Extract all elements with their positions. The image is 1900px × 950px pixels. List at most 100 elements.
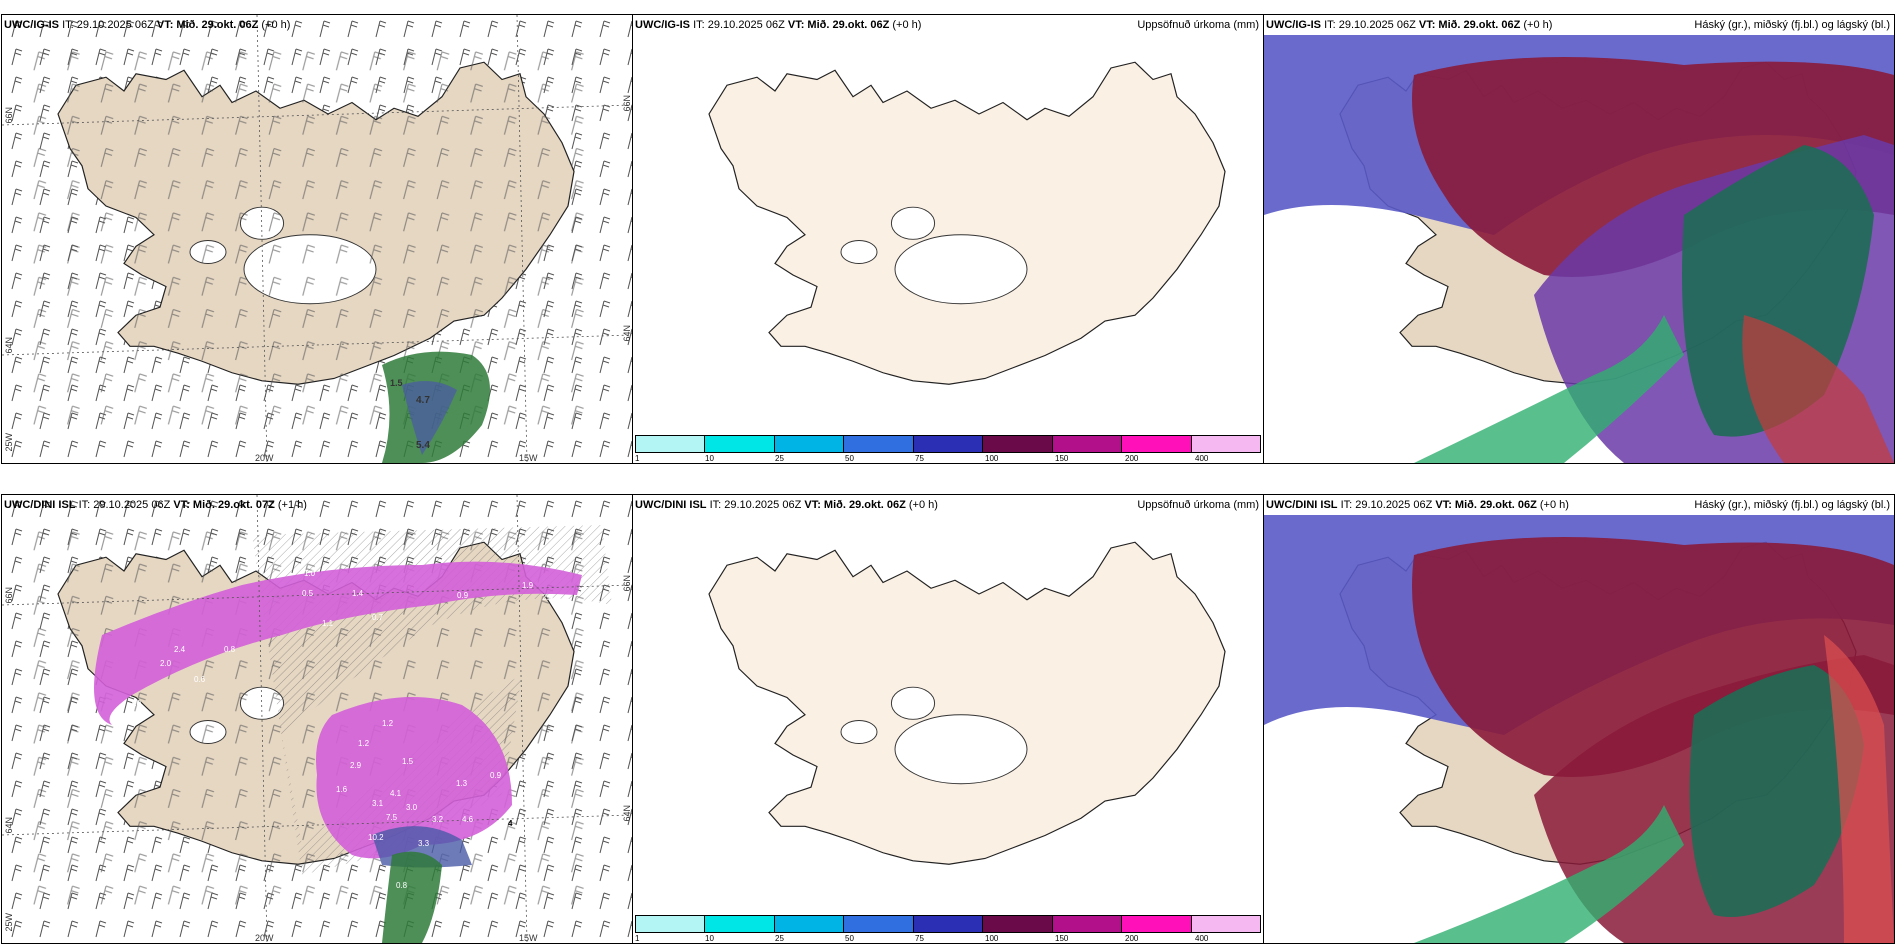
colorbar-tick: 400 (1195, 934, 1209, 943)
map-panel-bottom-middle: UWC/DINI ISL IT: 29.10.2025 06Z VT: Mið.… (632, 494, 1264, 944)
precip-value-label: 0.8 (396, 881, 408, 890)
lat-label-64n-right: 64N (622, 325, 632, 342)
colorbar-swatch (1052, 916, 1123, 932)
precip-value-label: 1.2 (382, 719, 394, 728)
precip-value-label: 0.9 (490, 771, 502, 780)
colorbar-swatch (983, 436, 1053, 452)
colorbar-tick: 50 (845, 934, 854, 943)
map-panel-top-right: UWC/IG-IS IT: 29.10.2025 06Z VT: Mið. 29… (1263, 14, 1895, 464)
colorbar-swatch (774, 436, 845, 452)
colorbar (635, 915, 1261, 933)
lat-label-66n-right: 66N (622, 575, 632, 592)
colorbar-swatch (844, 916, 914, 932)
precip-value-label: 4.1 (390, 789, 402, 798)
precip-area (382, 851, 442, 943)
precip-value-label: 1.0 (304, 569, 316, 578)
panel-header: UWC/IG-IS IT: 29.10.2025 06Z VT: Mið. 29… (4, 19, 291, 31)
precip-value-label: 0.8 (224, 645, 236, 654)
map-panel-bottom-right: UWC/DINI ISL IT: 29.10.2025 06Z VT: Mið.… (1263, 494, 1895, 944)
colorbar-swatch (1122, 916, 1192, 932)
colorbar-tick: 25 (775, 934, 784, 943)
colorbar-swatch (1122, 436, 1192, 452)
colorbar-tick: 150 (1055, 934, 1069, 943)
lat-label-66n: 66N (4, 107, 14, 124)
map-panel-top-middle: UWC/IG-IS IT: 29.10.2025 06Z VT: Mið. 29… (632, 14, 1264, 464)
colorbar-swatch (844, 436, 914, 452)
precip-value-label: 3.2 (432, 815, 444, 824)
colorbar-swatch (1052, 436, 1123, 452)
precip-value-label: 0.9 (457, 591, 469, 600)
lat-label-66n: 66N (4, 587, 14, 604)
colorbar-swatch (913, 916, 984, 932)
colorbar-tick: 10 (705, 934, 714, 943)
precip-value-label: 1.5 (402, 757, 414, 766)
panel-header: UWC/DINI ISL IT: 29.10.2025 06Z VT: Mið.… (4, 499, 307, 511)
cloud-cover-map (1264, 515, 1894, 943)
lon-label-20w: 20W (255, 453, 274, 463)
colorbar-tick: 50 (845, 454, 854, 463)
map-panel-top-left: UWC/IG-IS IT: 29.10.2025 06Z VT: Mið. 29… (1, 14, 633, 464)
precip-value-label: 0.7 (372, 613, 384, 622)
precip-area (94, 561, 582, 725)
colorbar-tick: 150 (1055, 454, 1069, 463)
panel-title: Háský (gr.), miðský (fj.bl.) og lágský (… (1694, 19, 1890, 31)
colorbar-tick: 1 (635, 934, 640, 943)
lat-label-64n-right: 64N (622, 805, 632, 822)
precip-value-label: 1.2 (358, 739, 370, 748)
colorbar-swatch (1191, 916, 1260, 932)
colorbar-tick: 75 (915, 934, 924, 943)
panel-header: UWC/IG-IS IT: 29.10.2025 06Z VT: Mið. 29… (1266, 19, 1553, 31)
lon-label-15w: 15W (519, 453, 538, 463)
panel-header: UWC/IG-IS IT: 29.10.2025 06Z VT: Mið. 29… (635, 19, 922, 31)
precip-value-label: 2.6 (542, 593, 554, 602)
precip-value-label: 3.1 (372, 799, 384, 808)
colorbar-tick: 100 (985, 454, 999, 463)
colorbar-swatch (913, 436, 984, 452)
lon-label-15w: 15W (519, 933, 538, 943)
colorbar-swatch (983, 916, 1053, 932)
precip-value-label: 4.6 (462, 815, 474, 824)
precip-value-label: 2.0 (160, 659, 172, 668)
lon-label-25w: 25W (4, 913, 14, 932)
lat-label-64n: 64N (4, 337, 14, 354)
precip-value-label: 10.2 (368, 833, 384, 842)
panel-header: UWC/DINI ISL IT: 29.10.2025 06Z VT: Mið.… (1266, 499, 1569, 511)
panel-title: Uppsöfnuð úrkoma (mm) (1137, 499, 1259, 511)
colorbar-tick: 10 (705, 454, 714, 463)
panel-title: Háský (gr.), miðský (fj.bl.) og lágský (… (1694, 499, 1890, 511)
precip-value-label: 1.5 (390, 378, 403, 388)
precip-value-label: 1.6 (336, 785, 348, 794)
colorbar-swatch (636, 916, 706, 932)
precip-value-label: 3.3 (418, 839, 430, 848)
lon-label-25w: 25W (4, 433, 14, 452)
colorbar-tick: 75 (915, 454, 924, 463)
precip-value-label: 5.4 (416, 440, 430, 451)
precip-value-label: 1.0 (130, 699, 142, 708)
colorbar-tick: 1 (635, 454, 640, 463)
precip-value-label: 2.9 (350, 761, 362, 770)
colorbar-swatch (705, 436, 775, 452)
wind-precip-map (2, 495, 632, 943)
panel-header: UWC/DINI ISL IT: 29.10.2025 06Z VT: Mið.… (635, 499, 938, 511)
accumulated-precip-map (708, 541, 1226, 865)
precip-value-label: 3.0 (406, 803, 418, 812)
precip-value-label: 1.3 (456, 779, 468, 788)
wind-precip-map (2, 15, 632, 463)
colorbar-swatch (774, 916, 845, 932)
precip-value-label: 0.6 (194, 675, 206, 684)
precip-value-label: 4 (508, 819, 513, 828)
colorbar-swatch (636, 436, 706, 452)
cloud-cover-map (1264, 35, 1894, 463)
colorbar-swatch (1191, 436, 1260, 452)
precip-area (316, 697, 512, 859)
precip-value-label: 1.1 (322, 619, 334, 628)
panel-title: Uppsöfnuð úrkoma (mm) (1137, 19, 1259, 31)
map-panel-bottom-left: UWC/DINI ISL IT: 29.10.2025 06Z VT: Mið.… (1, 494, 633, 944)
colorbar (635, 435, 1261, 453)
colorbar-tick: 200 (1125, 454, 1139, 463)
lat-label-64n: 64N (4, 817, 14, 834)
colorbar-swatch (705, 916, 775, 932)
accumulated-precip-map (708, 61, 1226, 385)
lat-label-66n-right: 66N (622, 95, 632, 112)
colorbar-tick: 400 (1195, 454, 1209, 463)
